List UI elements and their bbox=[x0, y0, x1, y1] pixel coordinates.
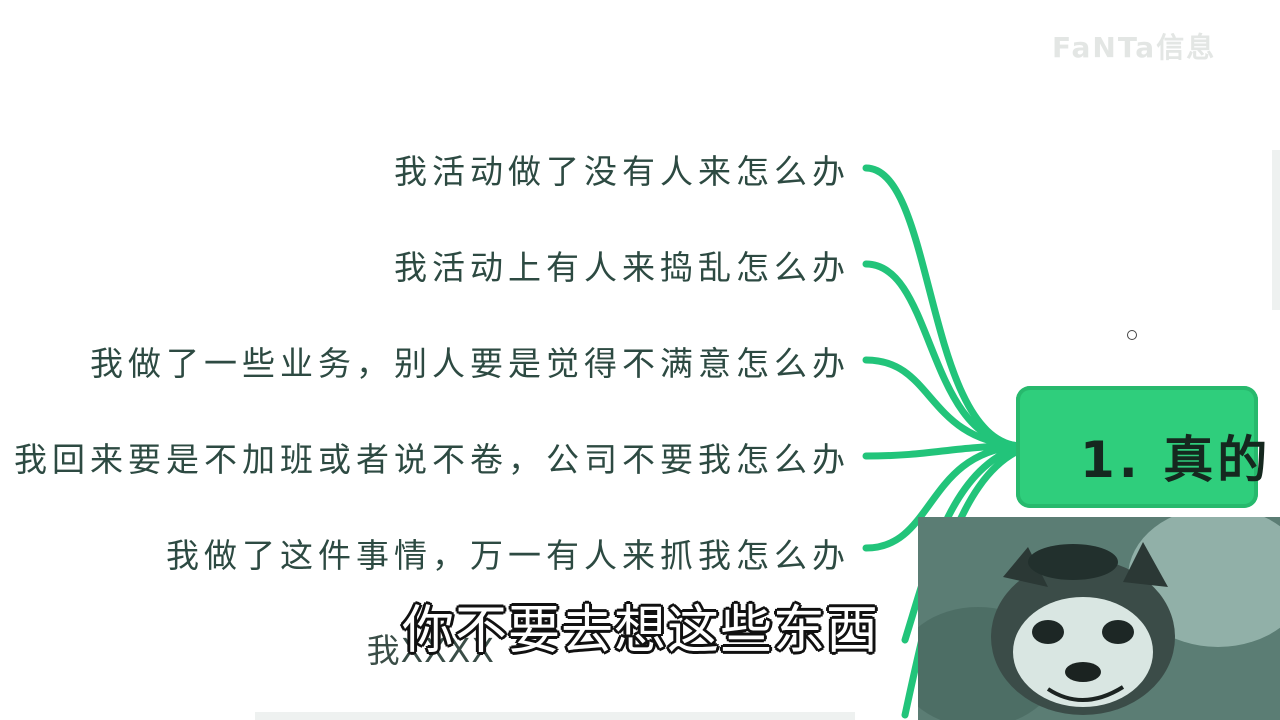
branch-item-4: 我回来要是不加班或者说不卷，公司不要我怎么办 bbox=[14, 440, 850, 479]
edge-strip bbox=[1272, 150, 1280, 310]
mindmap-root-node bbox=[1016, 386, 1258, 508]
video-subtitle: 你不要去想这些东西 bbox=[402, 601, 880, 661]
root-node-label: 1. 真的 bbox=[1080, 431, 1272, 489]
watermark-logo: FaNTa信息 bbox=[1052, 31, 1217, 64]
branch-item-1: 我活动做了没有人来怎么办 bbox=[394, 152, 850, 191]
connector-2 bbox=[862, 260, 1024, 450]
cursor-dot-icon bbox=[1127, 330, 1137, 340]
connector-5 bbox=[862, 442, 1024, 552]
connector-3 bbox=[862, 356, 1024, 450]
red-panda-photo bbox=[918, 517, 1280, 720]
connector-1 bbox=[862, 164, 1024, 450]
branch-item-5: 我做了这件事情，万一有人来抓我怎么办 bbox=[166, 536, 850, 575]
bottom-strip bbox=[255, 712, 855, 720]
branch-item-3: 我做了一些业务，别人要是觉得不满意怎么办 bbox=[90, 344, 850, 383]
branch-item-6: 我XXXX bbox=[366, 631, 495, 670]
branch-item-2: 我活动上有人来捣乱怎么办 bbox=[394, 248, 850, 287]
